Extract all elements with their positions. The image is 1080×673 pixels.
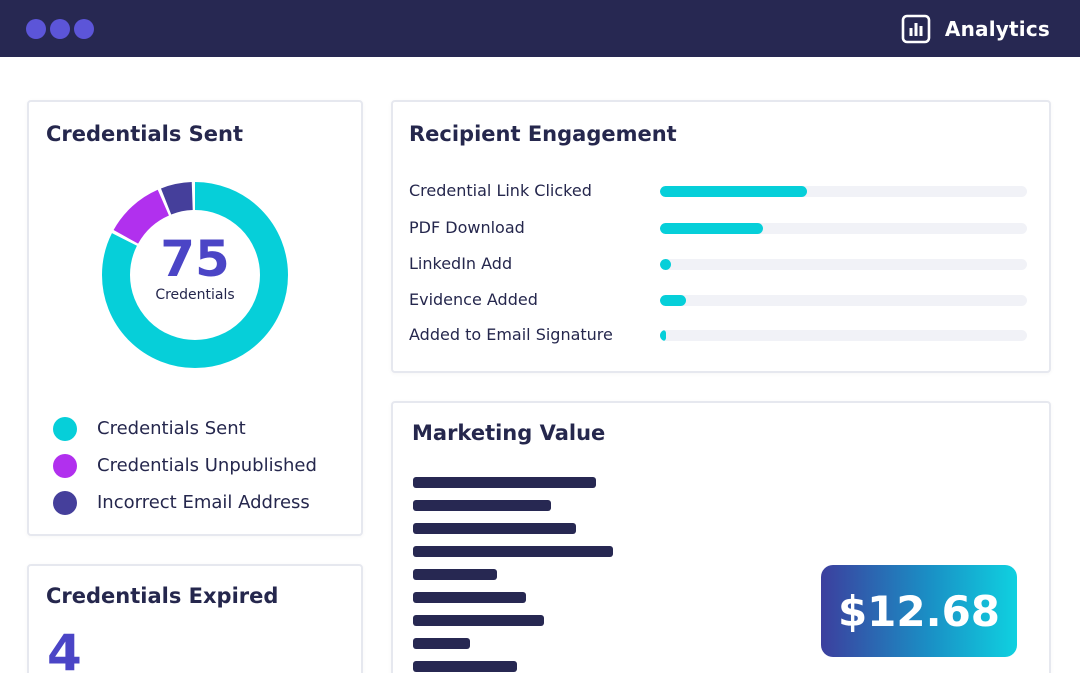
card-title: Marketing Value <box>412 421 606 445</box>
engagement-label: PDF Download <box>409 218 525 237</box>
legend-dot <box>53 416 77 441</box>
credentials-expired-card: Credentials Expired 4 <box>27 564 363 673</box>
recipient-engagement-card: Recipient Engagement Credential Link Cli… <box>391 100 1051 373</box>
engagement-row: Added to Email Signature <box>409 323 1029 347</box>
progress-track <box>660 186 1027 197</box>
engagement-row: Credential Link Clicked <box>409 179 1029 203</box>
progress-fill <box>660 259 671 270</box>
legend-label: Credentials Unpublished <box>97 455 317 476</box>
donut-total: 75 <box>160 230 230 288</box>
app-title: Analytics <box>944 17 1050 41</box>
engagement-row: Evidence Added <box>409 288 1029 312</box>
engagement-row: PDF Download <box>409 216 1029 240</box>
legend-item: Incorrect Email Address <box>53 484 317 521</box>
marketing-value-card: Marketing Value $12.68 <box>391 401 1051 673</box>
legend-item: Credentials Sent <box>53 410 317 447</box>
engagement-row: LinkedIn Add <box>409 252 1029 276</box>
donut-segment <box>102 182 288 368</box>
placeholder-line <box>413 569 497 580</box>
progress-fill <box>660 295 686 306</box>
engagement-label: Credential Link Clicked <box>409 181 592 200</box>
progress-fill <box>660 223 763 234</box>
engagement-label: Evidence Added <box>409 290 538 309</box>
marketing-value-badge: $12.68 <box>821 565 1017 657</box>
placeholder-line <box>413 661 517 672</box>
progress-track <box>660 330 1027 341</box>
legend-label: Credentials Sent <box>97 418 246 439</box>
progress-track <box>660 259 1027 270</box>
legend-dot <box>53 453 77 478</box>
progress-fill <box>660 330 666 341</box>
expired-count: 4 <box>47 624 82 673</box>
card-title: Recipient Engagement <box>409 122 677 146</box>
placeholder-line <box>413 592 526 603</box>
legend-item: Credentials Unpublished <box>53 447 317 484</box>
donut-chart: 75 Credentials <box>100 180 290 370</box>
engagement-label: Added to Email Signature <box>409 325 613 344</box>
legend-dot <box>53 490 77 515</box>
chart-legend: Credentials Sent Credentials Unpublished… <box>53 410 317 521</box>
placeholder-line <box>413 638 470 649</box>
progress-track <box>660 295 1027 306</box>
progress-track <box>660 223 1027 234</box>
legend-label: Incorrect Email Address <box>97 492 310 513</box>
card-title: Credentials Expired <box>46 584 279 608</box>
card-title: Credentials Sent <box>46 122 244 146</box>
top-bar: Analytics <box>0 0 1080 57</box>
bar-chart-icon <box>901 14 931 44</box>
analytics-nav[interactable]: Analytics <box>901 14 1050 44</box>
window-dot <box>74 19 94 39</box>
window-dot <box>50 19 70 39</box>
placeholder-line <box>413 500 551 511</box>
progress-fill <box>660 186 807 197</box>
placeholder-line <box>413 523 576 534</box>
credentials-sent-card: Credentials Sent 75 Credentials Credenti… <box>27 100 363 536</box>
window-dot <box>26 19 46 39</box>
donut-svg <box>102 182 288 368</box>
placeholder-line <box>413 477 596 488</box>
donut-total-label: Credentials <box>155 287 235 303</box>
placeholder-line <box>413 615 544 626</box>
placeholder-line <box>413 546 613 557</box>
engagement-label: LinkedIn Add <box>409 254 513 273</box>
